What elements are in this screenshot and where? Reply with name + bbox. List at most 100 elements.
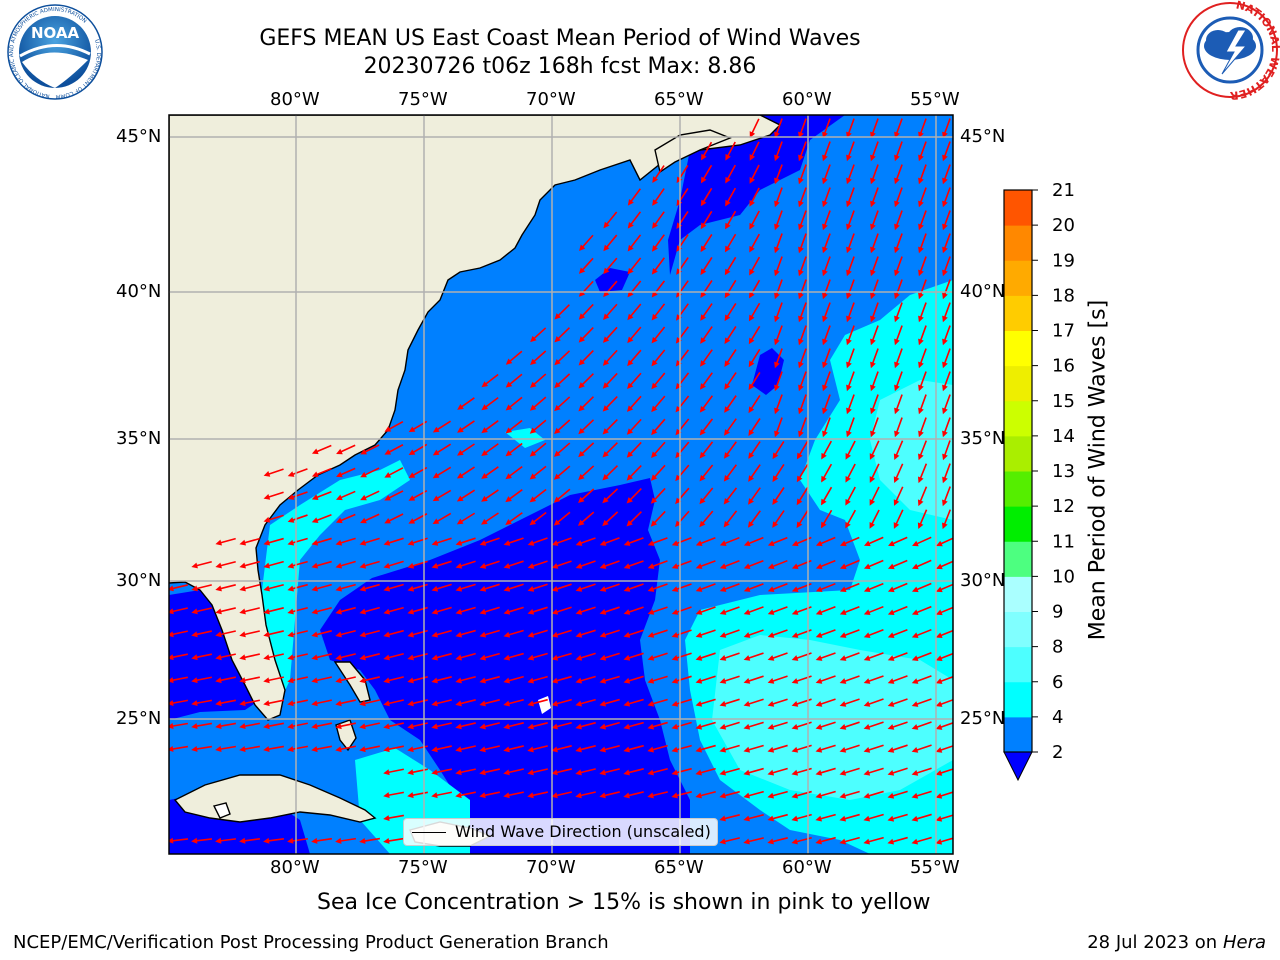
period-region-6-8s-ne xyxy=(870,380,953,520)
wave-direction-arrow xyxy=(215,699,236,707)
wave-direction-arrow xyxy=(839,813,860,822)
wave-direction-arrow xyxy=(845,440,856,460)
wave-direction-arrow xyxy=(815,721,836,730)
wave-direction-arrow xyxy=(699,395,714,413)
wave-direction-arrow xyxy=(287,560,308,569)
wave-direction-arrow xyxy=(942,371,951,392)
wave-direction-arrow xyxy=(335,537,356,546)
wave-direction-arrow xyxy=(863,813,884,822)
wave-direction-arrow xyxy=(551,721,572,730)
wave-direction-arrow xyxy=(918,233,927,254)
wave-direction-arrow xyxy=(839,675,860,684)
wave-direction-arrow xyxy=(455,768,476,776)
wave-direction-arrow xyxy=(503,629,524,638)
wave-direction-arrow xyxy=(479,745,500,753)
wave-direction-arrow xyxy=(551,537,572,546)
wave-direction-arrow xyxy=(554,304,570,320)
wave-direction-arrow xyxy=(695,767,716,776)
wave-direction-arrow xyxy=(169,722,189,729)
wave-direction-arrow xyxy=(887,675,908,684)
wave-direction-arrow xyxy=(431,606,452,615)
wave-direction-arrow xyxy=(239,745,261,752)
north-america-land xyxy=(169,115,782,721)
wave-direction-arrow xyxy=(647,606,668,615)
wave-direction-arrow xyxy=(554,396,571,412)
wave-direction-arrow xyxy=(578,257,594,274)
wave-direction-arrow xyxy=(239,837,261,844)
wave-direction-arrow xyxy=(191,630,212,638)
wave-direction-arrow xyxy=(481,420,499,434)
wave-direction-arrow xyxy=(695,790,716,799)
wave-direction-arrow xyxy=(725,210,737,230)
wave-direction-arrow xyxy=(719,536,740,547)
wave-direction-arrow xyxy=(503,791,524,799)
wave-direction-arrow xyxy=(863,582,884,593)
wave-direction-arrow xyxy=(749,118,760,138)
lon-tick-label-top: 65°W xyxy=(654,89,704,110)
wave-direction-arrow xyxy=(623,560,644,569)
wave-direction-arrow xyxy=(798,417,807,438)
wave-direction-arrow xyxy=(767,652,788,661)
lat-tick-label-left: 40°N xyxy=(116,281,162,302)
wave-direction-arrow xyxy=(311,630,332,638)
colorbar-segment xyxy=(1004,365,1032,402)
wave-direction-arrow xyxy=(191,584,212,592)
wave-direction-arrow xyxy=(911,605,932,616)
colorbar-segment xyxy=(1004,190,1032,226)
wave-direction-arrow xyxy=(894,371,903,392)
wave-direction-arrow xyxy=(675,510,690,527)
wave-direction-arrow xyxy=(603,303,618,320)
wave-direction-arrow xyxy=(263,468,284,477)
wave-direction-arrow xyxy=(505,396,523,411)
wave-direction-arrow xyxy=(626,488,642,504)
wave-direction-arrow xyxy=(383,837,405,844)
wave-direction-arrow xyxy=(578,350,594,366)
wave-direction-arrow xyxy=(749,233,761,253)
wave-direction-arrow xyxy=(575,698,596,707)
colorbar-tick-label: 19 xyxy=(1052,250,1075,271)
colorbar-tick-label: 6 xyxy=(1052,672,1063,693)
wave-direction-arrow xyxy=(169,653,188,661)
wave-direction-arrow xyxy=(723,487,738,505)
wave-direction-arrow xyxy=(846,164,855,185)
wave-direction-arrow xyxy=(893,463,904,483)
wave-direction-arrow xyxy=(894,394,903,415)
wave-direction-arrow xyxy=(870,210,879,231)
wave-direction-arrow xyxy=(651,395,666,413)
wave-direction-arrow xyxy=(719,767,740,776)
wave-direction-arrow xyxy=(671,744,692,753)
wave-direction-arrow xyxy=(431,629,452,638)
wave-direction-arrow xyxy=(894,187,903,208)
wave-direction-arrow xyxy=(723,441,737,459)
wave-direction-arrow xyxy=(815,698,836,707)
wave-direction-arrow xyxy=(894,417,903,438)
wave-direction-arrow xyxy=(822,325,831,346)
lat-tick-label-right: 30°N xyxy=(960,570,1006,591)
colorbar-segment xyxy=(1004,225,1032,261)
wave-direction-arrow xyxy=(384,513,404,524)
wave-direction-arrow xyxy=(191,745,213,752)
wave-direction-arrow xyxy=(481,466,499,479)
wave-direction-arrow xyxy=(870,302,879,323)
wave-direction-arrow xyxy=(359,745,380,753)
wave-direction-arrow xyxy=(796,509,809,529)
wave-direction-arrow xyxy=(479,722,500,730)
wave-direction-arrow xyxy=(384,420,404,432)
wave-direction-arrow xyxy=(191,837,213,844)
wave-direction-arrow xyxy=(743,790,764,799)
colorbar-segment xyxy=(1004,611,1032,648)
wave-direction-arrow xyxy=(723,464,738,482)
colorbar-segment xyxy=(1004,400,1032,437)
wave-direction-arrow xyxy=(719,744,740,753)
wave-direction-arrow xyxy=(822,210,831,231)
wave-direction-arrow xyxy=(335,560,356,569)
footer-credit: NCEP/EMC/Verification Post Processing Pr… xyxy=(13,932,609,953)
wave-direction-arrow xyxy=(239,630,260,638)
wave-direction-arrow xyxy=(863,744,884,753)
period-region-4-6s-florida xyxy=(262,460,410,712)
wave-direction-arrow xyxy=(432,466,452,479)
wave-direction-arrow xyxy=(911,628,932,638)
wave-direction-arrow xyxy=(863,698,884,707)
wave-direction-arrow xyxy=(863,790,884,799)
lon-tick-label-top: 80°W xyxy=(270,89,320,110)
